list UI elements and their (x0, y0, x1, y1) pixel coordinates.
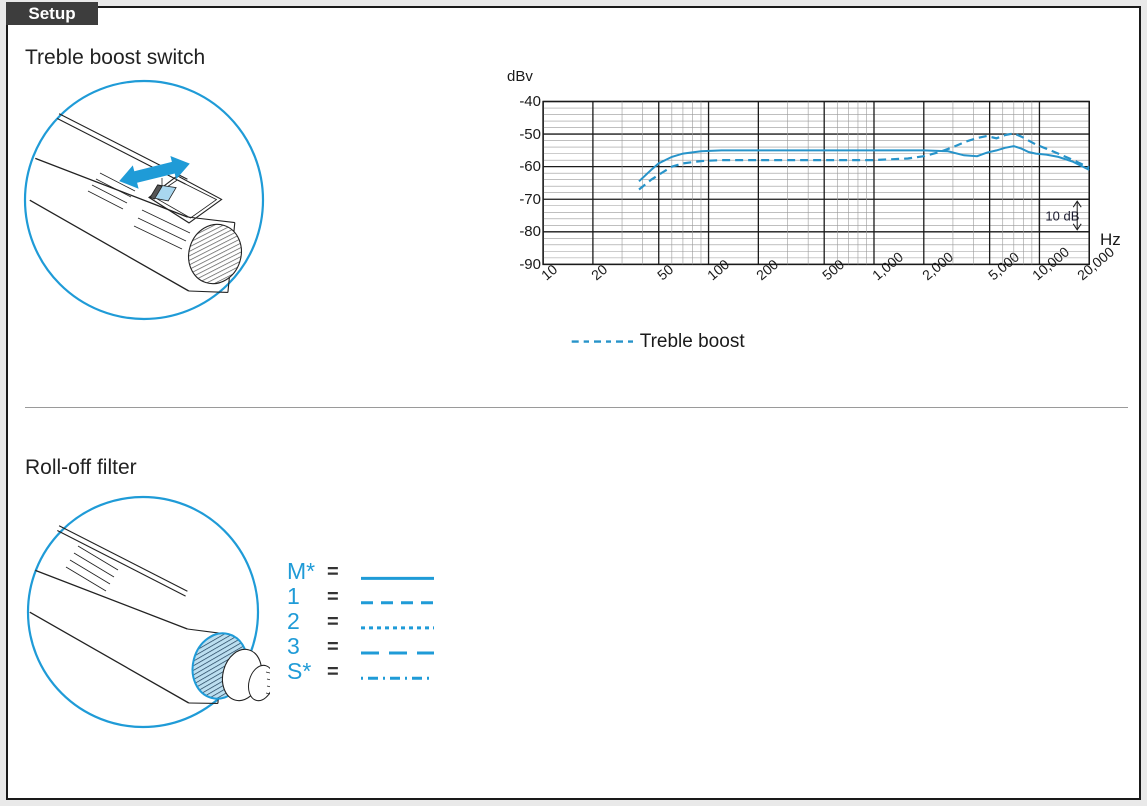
svg-text:Treble boost: Treble boost (640, 331, 746, 352)
svg-text:10 dB: 10 dB (1045, 209, 1079, 224)
